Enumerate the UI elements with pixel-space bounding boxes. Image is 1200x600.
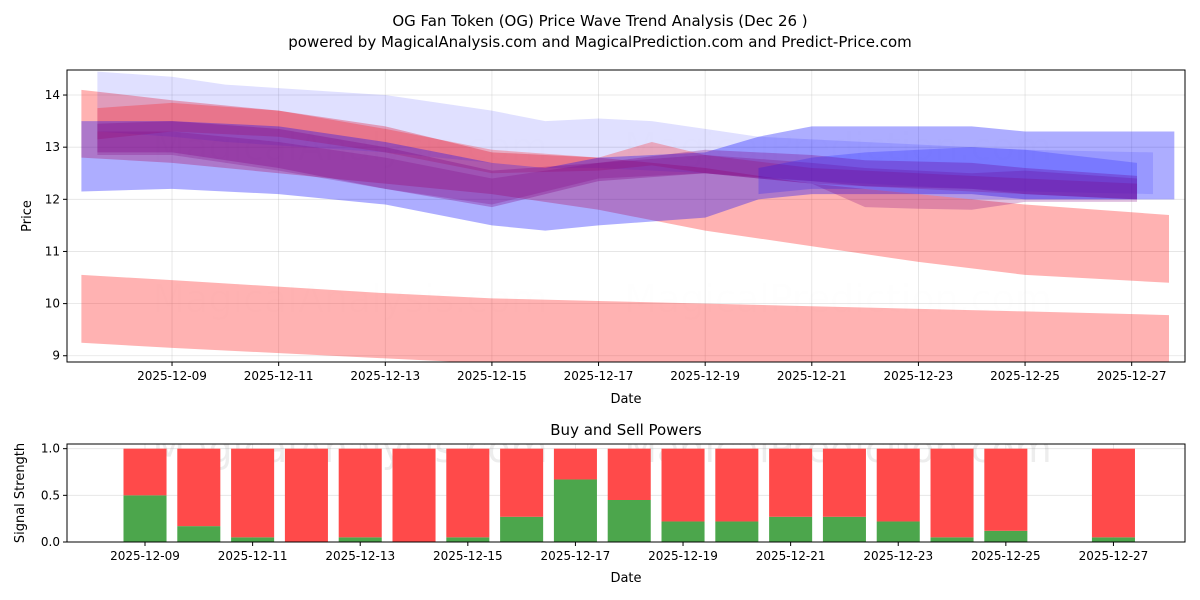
- sell-bar: [876, 448, 920, 522]
- sell-bar: [984, 448, 1028, 531]
- x-tick-label: 2025-12-11: [244, 369, 314, 383]
- plot-frame: [66, 443, 1186, 543]
- x-tick-label: 2025-12-21: [777, 369, 847, 383]
- x-tick-label: 2025-12-15: [457, 369, 527, 383]
- buy-bar: [1091, 537, 1135, 542]
- x-tick-label: 2025-12-27: [1079, 549, 1149, 563]
- price-wave-band: [97, 121, 1138, 208]
- price-wave-band: [97, 131, 1138, 210]
- buy-bar: [715, 521, 759, 542]
- x-tick-label: 2025-12-13: [325, 549, 395, 563]
- price-wave-band: [81, 274, 1170, 362]
- watermark-text: MagicalAnalysis.com: [152, 125, 547, 169]
- x-axis-label: Date: [610, 392, 641, 407]
- x-tick-label: 2025-12-27: [1097, 369, 1167, 383]
- sell-bar: [284, 448, 328, 542]
- x-tick-label: 2025-12-21: [756, 549, 826, 563]
- x-tick-label: 2025-12-15: [433, 549, 503, 563]
- sell-bar: [338, 448, 382, 538]
- y-tick-label: 9: [52, 349, 60, 363]
- watermark-text: MagicalPrediction.com: [624, 125, 1052, 169]
- sell-bar: [231, 448, 275, 538]
- plot-frame: [66, 69, 1186, 363]
- bar-x-axis-label: Date: [610, 571, 641, 586]
- bar-chart-title: Buy and Sell Powers: [550, 421, 702, 439]
- sell-bar: [661, 448, 705, 522]
- sell-bar: [446, 448, 490, 538]
- buy-bar: [500, 516, 544, 542]
- buy-bar: [930, 537, 974, 542]
- y-axis-label: Price: [20, 200, 35, 232]
- y-tick-label: 14: [45, 88, 60, 102]
- chart-title: OG Fan Token (OG) Price Wave Trend Analy…: [392, 12, 807, 30]
- price-wave-band: [758, 147, 1138, 200]
- buy-bar: [553, 479, 597, 542]
- price-wave-band: [81, 121, 1175, 231]
- y-tick-label: 11: [45, 244, 60, 258]
- buy-bar: [984, 530, 1028, 542]
- y-tick-label: 0.0: [41, 535, 60, 549]
- price-wave-band: [97, 102, 1138, 200]
- x-tick-label: 2025-12-17: [541, 549, 611, 563]
- sell-bar: [715, 448, 759, 522]
- sell-bar: [123, 448, 167, 496]
- sell-bar: [822, 448, 866, 517]
- chart-subtitle: powered by MagicalAnalysis.com and Magic…: [288, 33, 912, 51]
- y-tick-label: 12: [45, 192, 60, 206]
- x-tick-label: 2025-12-13: [350, 369, 420, 383]
- sell-bar: [553, 448, 597, 480]
- watermark-text: MagicalAnalysis.com: [152, 277, 547, 321]
- buy-bar: [231, 537, 275, 542]
- buy-bar: [822, 516, 866, 542]
- price-wave-band: [97, 71, 1154, 195]
- x-tick-label: 2025-12-23: [884, 369, 954, 383]
- y-tick-label: 13: [45, 140, 60, 154]
- buy-bar: [177, 526, 221, 542]
- price-wave-band: [81, 89, 1170, 283]
- sell-bar: [392, 448, 436, 542]
- bar-y-axis-label: Signal Strength: [13, 443, 28, 543]
- sell-bar: [607, 448, 651, 500]
- price-plot: MagicalAnalysis.com MagicalPrediction.com…: [45, 69, 1186, 383]
- x-tick-label: 2025-12-19: [648, 549, 718, 563]
- x-tick-label: 2025-12-09: [110, 549, 180, 563]
- sell-bar: [177, 448, 221, 527]
- watermark-text: MagicalPrediction.com: [624, 277, 1052, 321]
- buy-bar: [769, 516, 813, 542]
- sell-bar: [500, 448, 544, 517]
- sell-bar: [930, 448, 974, 538]
- sell-bar: [1091, 448, 1135, 538]
- buy-bar: [607, 500, 651, 542]
- x-tick-label: 2025-12-11: [218, 549, 288, 563]
- sell-bar: [769, 448, 813, 517]
- buy-bar: [876, 521, 920, 542]
- y-tick-label: 0.5: [41, 488, 60, 502]
- price-plot-area: MagicalAnalysis.com MagicalPrediction.com…: [67, 70, 1185, 362]
- x-tick-label: 2025-12-09: [137, 369, 207, 383]
- x-tick-label: 2025-12-25: [971, 549, 1041, 563]
- y-tick-label: 1.0: [41, 442, 60, 456]
- x-tick-label: 2025-12-23: [863, 549, 933, 563]
- x-tick-label: 2025-12-17: [564, 369, 634, 383]
- signal-plot: MagicalAnalysis.comMagicalPrediction.com…: [41, 442, 1186, 563]
- buy-bar: [661, 521, 705, 542]
- buy-bar: [123, 495, 167, 542]
- x-tick-label: 2025-12-25: [990, 369, 1060, 383]
- x-tick-label: 2025-12-19: [670, 369, 740, 383]
- buy-bar: [446, 537, 490, 542]
- y-tick-label: 10: [45, 297, 60, 311]
- buy-bar: [338, 537, 382, 542]
